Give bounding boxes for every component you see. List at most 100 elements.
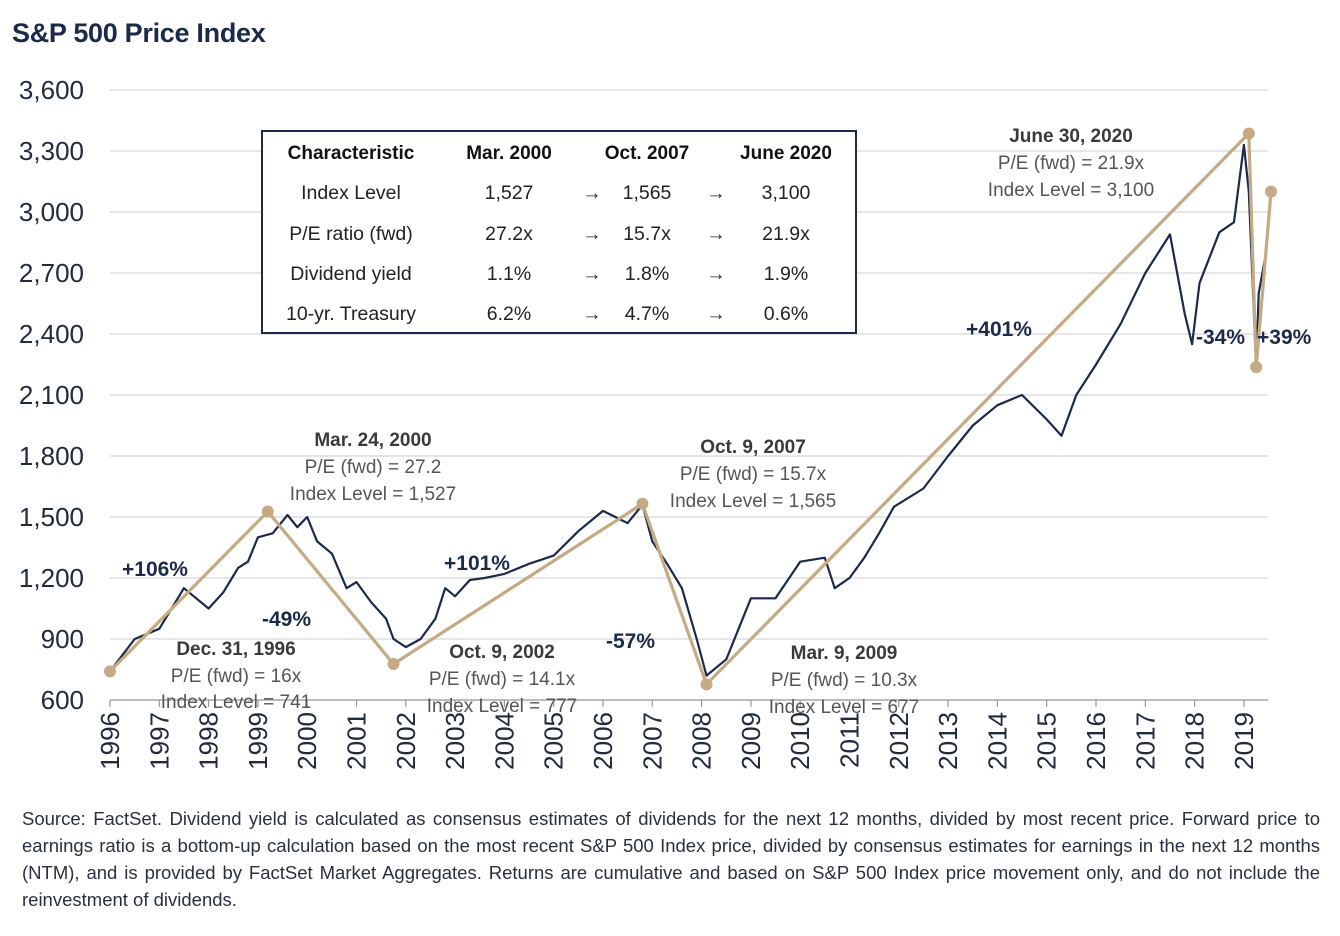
x-tick-label: 2009 xyxy=(736,712,766,770)
turning-point-marker xyxy=(636,497,649,510)
y-tick-label: 3,300 xyxy=(19,136,84,166)
turning-point-marker xyxy=(1265,185,1278,198)
annotation-level: Index Level = 777 xyxy=(427,696,578,717)
returns-labels: +106% -49% +101% -57% +401% -34% +39% xyxy=(122,318,1312,653)
return-label-2: -49% xyxy=(262,608,311,631)
table-cell: 1.9% xyxy=(764,263,808,285)
x-tick-label: 2007 xyxy=(637,712,667,770)
table-border xyxy=(261,130,857,334)
chart-title: S&P 500 Price Index xyxy=(12,18,266,48)
chart-area: 600 900 1,200 1,500 1,800 2,100 2,400 2,700 3,00… xyxy=(19,75,1312,770)
annotation-oct-2007: Oct. 9, 2007 P/E (fwd) = 15.7x Index Lev… xyxy=(670,437,836,512)
return-label-7: +39% xyxy=(1257,326,1312,349)
x-tick-label: 2004 xyxy=(489,712,519,770)
arrow-icon: → xyxy=(582,223,602,245)
x-tick-label: 2018 xyxy=(1180,712,1210,770)
y-tick-label: 1,800 xyxy=(19,441,84,471)
return-label-4: -57% xyxy=(606,630,655,653)
y-tick-label: 600 xyxy=(41,685,84,715)
index-line xyxy=(109,143,1273,677)
annotation-pe: P/E (fwd) = 27.2 xyxy=(305,457,442,478)
turning-point-marker xyxy=(1242,127,1255,140)
arrow-icon: → xyxy=(582,263,602,285)
turning-point-marker xyxy=(387,658,400,671)
x-tick-label: 2000 xyxy=(292,712,322,770)
table-header: Characteristic xyxy=(288,143,415,164)
arrow-icon: → xyxy=(706,263,726,285)
trend-line xyxy=(108,131,1273,686)
x-tick-label: 2012 xyxy=(884,712,914,770)
annotation-level: Index Level = 1,565 xyxy=(670,491,836,512)
x-tick-label: 1996 xyxy=(95,712,125,770)
y-axis-ticks: 600 900 1,200 1,500 1,800 2,100 2,400 2,700 3,00… xyxy=(19,75,84,715)
index-series xyxy=(109,143,1273,677)
annotation-title: Oct. 9, 2002 xyxy=(449,642,555,663)
characteristics-table: Characteristic Mar. 2000 Oct. 2007 June … xyxy=(261,130,857,334)
table-cell: 21.9x xyxy=(762,223,810,245)
arrow-icon: → xyxy=(582,182,602,204)
return-label-1: +106% xyxy=(122,558,188,581)
annotation-pe: P/E (fwd) = 14.1x xyxy=(429,669,576,690)
y-tick-label: 2,100 xyxy=(19,380,84,410)
arrow-icon: → xyxy=(706,182,726,204)
x-tick-label: 1997 xyxy=(144,712,174,770)
return-label-6: -34% xyxy=(1196,326,1245,349)
table-header: Mar. 2000 xyxy=(466,143,552,164)
x-tick-label: 2015 xyxy=(1032,712,1062,770)
x-tick-label: 2013 xyxy=(933,712,963,770)
annotation-title: Mar. 9, 2009 xyxy=(791,643,898,664)
table-header: June 2020 xyxy=(740,143,832,164)
x-tick-label: 2011 xyxy=(835,712,865,768)
table-cell: 15.7x xyxy=(623,223,671,245)
annotation-june-2020: June 30, 2020 P/E (fwd) = 21.9x Index Le… xyxy=(988,126,1154,201)
x-tick-label: 2016 xyxy=(1081,712,1111,770)
annotation-pe: P/E (fwd) = 15.7x xyxy=(680,464,827,485)
annotation-title: June 30, 2020 xyxy=(1009,126,1133,147)
annotation-level: Index Level = 3,100 xyxy=(988,180,1154,201)
annotation-level: Index Level = 1,527 xyxy=(290,484,456,505)
arrow-icon: → xyxy=(582,303,602,325)
y-tick-label: 2,700 xyxy=(19,258,84,288)
table-cell: 10-yr. Treasury xyxy=(286,303,416,325)
annotation-title: Dec. 31, 1996 xyxy=(176,639,295,660)
annotation-pe: P/E (fwd) = 21.9x xyxy=(998,153,1145,174)
footnote: Source: FactSet. Dividend yield is calcu… xyxy=(22,808,1320,910)
annotation-level: Index Level = 677 xyxy=(769,697,920,718)
y-tick-label: 900 xyxy=(41,624,84,654)
table-cell: P/E ratio (fwd) xyxy=(289,223,413,245)
annotation-mar-2009: Mar. 9, 2009 P/E (fwd) = 10.3x Index Lev… xyxy=(769,643,920,718)
annotation-dec-1996: Dec. 31, 1996 P/E (fwd) = 16x Index Leve… xyxy=(161,639,312,713)
turning-point-marker xyxy=(261,505,274,518)
annotation-pe: P/E (fwd) = 16x xyxy=(171,666,302,687)
x-tick-label: 2003 xyxy=(440,712,470,770)
arrow-icon: → xyxy=(706,303,726,325)
y-tick-label: 1,500 xyxy=(19,502,84,532)
annotation-pe: P/E (fwd) = 10.3x xyxy=(771,670,918,691)
x-tick-label: 2006 xyxy=(588,712,618,770)
annotation-title: Mar. 24, 2000 xyxy=(314,430,431,451)
turning-point-marker xyxy=(700,678,713,691)
return-label-3: +101% xyxy=(444,552,510,575)
y-tick-label: 3,000 xyxy=(19,197,84,227)
table-header: Oct. 2007 xyxy=(605,143,690,164)
table-cell: Dividend yield xyxy=(290,263,411,285)
table-cell: 1.1% xyxy=(487,263,531,285)
annotation-title: Oct. 9, 2007 xyxy=(700,437,806,458)
table-cell: 0.6% xyxy=(764,303,808,325)
table-cell: 1,565 xyxy=(623,182,672,204)
annotation-mar-2000: Mar. 24, 2000 P/E (fwd) = 27.2 Index Lev… xyxy=(290,430,456,505)
x-tick-label: 2002 xyxy=(391,712,421,770)
x-tick-label: 2008 xyxy=(687,712,717,770)
x-tick-label: 2001 xyxy=(342,712,372,770)
x-tick-label: 1998 xyxy=(194,712,224,770)
annotation-level: Index Level = 741 xyxy=(161,692,312,713)
x-tick-label: 2017 xyxy=(1130,712,1160,770)
annotation-oct-2002: Oct. 9, 2002 P/E (fwd) = 14.1x Index Lev… xyxy=(427,642,578,717)
x-tick-label: 2005 xyxy=(539,712,569,770)
x-axis-ticks: 1996 1997 1998 1999 2000 2001 2002 2003 2004 2005… xyxy=(95,699,1268,770)
x-tick-label: 2019 xyxy=(1229,712,1259,770)
turning-point-marker xyxy=(104,665,116,678)
x-tick-label: 1999 xyxy=(243,712,273,770)
table-cell: 6.2% xyxy=(487,303,531,325)
y-tick-label: 2,400 xyxy=(19,319,84,349)
